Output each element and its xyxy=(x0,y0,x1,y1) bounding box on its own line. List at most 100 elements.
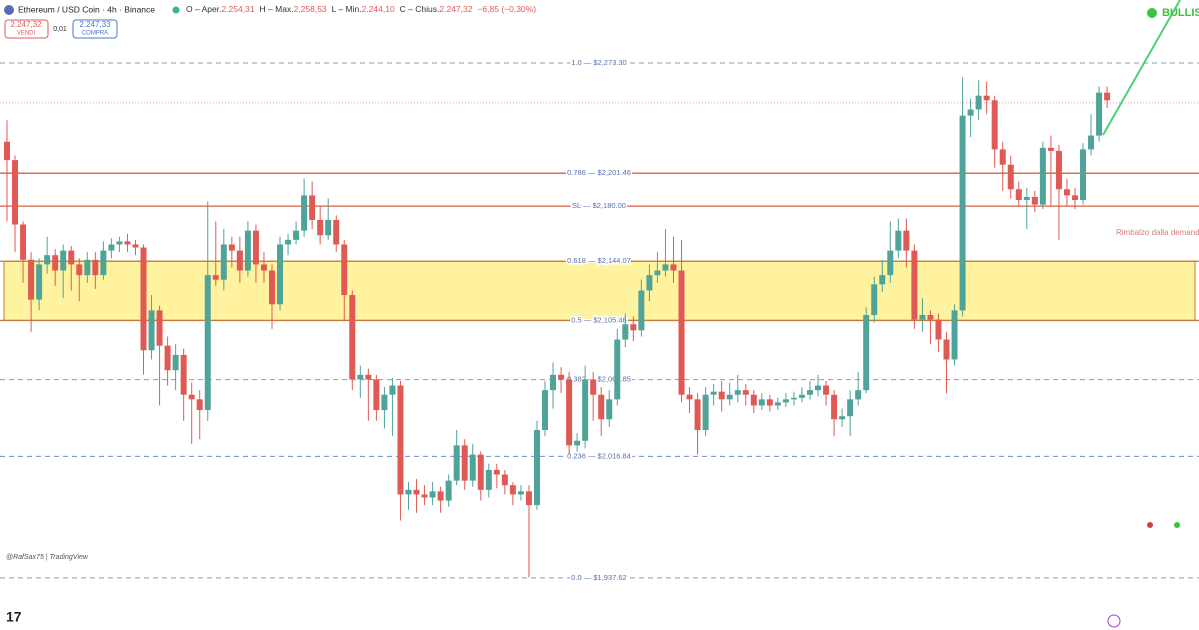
candle-body xyxy=(662,264,669,271)
candle-body xyxy=(718,391,725,400)
candle-body xyxy=(646,275,653,291)
candle-body xyxy=(357,374,364,380)
icon[interactable] xyxy=(1107,614,1121,628)
candle-body xyxy=(975,95,982,110)
candle-body xyxy=(28,259,35,300)
candle-body xyxy=(156,310,163,346)
candle-body xyxy=(622,324,629,340)
candle-body xyxy=(116,241,123,245)
candle-body xyxy=(807,390,813,395)
candle-body xyxy=(1080,149,1087,200)
candle-body xyxy=(341,244,348,296)
candle-body xyxy=(268,270,275,305)
candle-body xyxy=(164,345,171,371)
fib-label: SL — $2,180.00 xyxy=(572,201,626,210)
candle-body xyxy=(614,339,621,400)
candle-body xyxy=(1023,196,1030,200)
buy-label: COMPRA xyxy=(82,31,108,37)
ohlc-label: O – Aper. xyxy=(186,4,221,14)
badge-dot xyxy=(1147,8,1157,18)
candle-body xyxy=(582,379,589,441)
candle-body xyxy=(831,394,838,420)
symbol-icon xyxy=(4,5,14,15)
sell-price: 2.247,32 xyxy=(10,20,42,29)
candle-body xyxy=(903,230,910,251)
candle-body xyxy=(1047,147,1054,151)
candle-body xyxy=(702,394,709,431)
sell-label: VENDI xyxy=(17,31,36,37)
candle-body xyxy=(742,390,749,395)
candle-body xyxy=(815,385,822,391)
candle-body xyxy=(895,230,902,251)
annotation: Rimbalzo dalla demand z xyxy=(1116,228,1199,237)
candle-body xyxy=(887,250,894,276)
candle-body xyxy=(317,219,324,236)
candle-body xyxy=(309,195,316,220)
fib-label: 0.0 — $1,937.62 xyxy=(571,573,626,582)
candle-body xyxy=(871,284,878,315)
candle-body xyxy=(20,224,27,260)
fib-label: 0.382 — $2,066.85 xyxy=(567,375,631,384)
candle-body xyxy=(381,394,388,411)
ohlc: O – Aper.2.254,31 H – Max.2.258,53 L – Min… xyxy=(186,4,536,14)
symbol: Ethereum / USD Coin · 4h · Binance xyxy=(18,4,155,14)
candle-body xyxy=(847,399,854,417)
candle-body xyxy=(220,244,227,280)
candle-body xyxy=(228,244,235,251)
candle-body xyxy=(68,250,75,265)
candle-body xyxy=(790,397,797,400)
sell-button[interactable] xyxy=(4,19,49,39)
candle-body xyxy=(550,374,557,391)
buy-button[interactable] xyxy=(72,19,118,39)
candle-body xyxy=(999,149,1006,165)
fib-label: 0.786 — $2,201.46 xyxy=(567,168,631,177)
logo: 17 xyxy=(6,609,22,625)
candle-body xyxy=(750,394,757,406)
candle-body xyxy=(76,264,83,276)
candle-body xyxy=(758,399,765,406)
candle-body xyxy=(943,339,950,360)
candle-body xyxy=(919,315,926,320)
candle-body xyxy=(1063,189,1070,196)
spread: 0,01 xyxy=(53,26,67,33)
candle-body xyxy=(686,394,693,400)
candle-body xyxy=(172,354,179,371)
candle-body xyxy=(397,385,404,495)
ohlc-label: C – Chius. xyxy=(400,4,440,14)
candle-body xyxy=(638,290,645,331)
candle-body xyxy=(630,324,637,331)
fib-label: 0.618 — $2,144.07 xyxy=(567,256,631,265)
candle-body xyxy=(734,390,741,395)
candle-body xyxy=(855,390,862,400)
candle-body xyxy=(60,250,67,271)
candle-body xyxy=(148,310,155,351)
candle-body xyxy=(405,489,412,495)
candle-body xyxy=(710,391,717,395)
candle-body xyxy=(244,230,251,271)
candle-body xyxy=(1088,135,1095,150)
candle-body xyxy=(84,259,91,276)
candle-body xyxy=(445,480,452,501)
demand-zone xyxy=(3,260,1196,321)
candle-body xyxy=(1071,195,1078,200)
candle-body xyxy=(1031,196,1038,205)
candle-body xyxy=(911,250,918,320)
candle-body xyxy=(726,394,733,400)
candle-body xyxy=(525,491,532,506)
candle-body xyxy=(951,310,958,360)
status-dot xyxy=(172,6,180,14)
candle-body xyxy=(959,115,966,311)
ohlc-label: L – Min. xyxy=(332,4,362,14)
candle-body xyxy=(533,430,540,506)
dot xyxy=(1174,522,1180,528)
ohlc-value: 2.247,32 xyxy=(439,4,472,14)
candle-body xyxy=(509,485,516,495)
candle-body xyxy=(654,270,661,276)
candle-body xyxy=(293,230,300,240)
candle-body xyxy=(879,275,886,285)
candle-body xyxy=(437,491,444,501)
candle-body xyxy=(204,275,211,411)
candle-body xyxy=(365,374,372,380)
candle-body xyxy=(12,160,19,225)
